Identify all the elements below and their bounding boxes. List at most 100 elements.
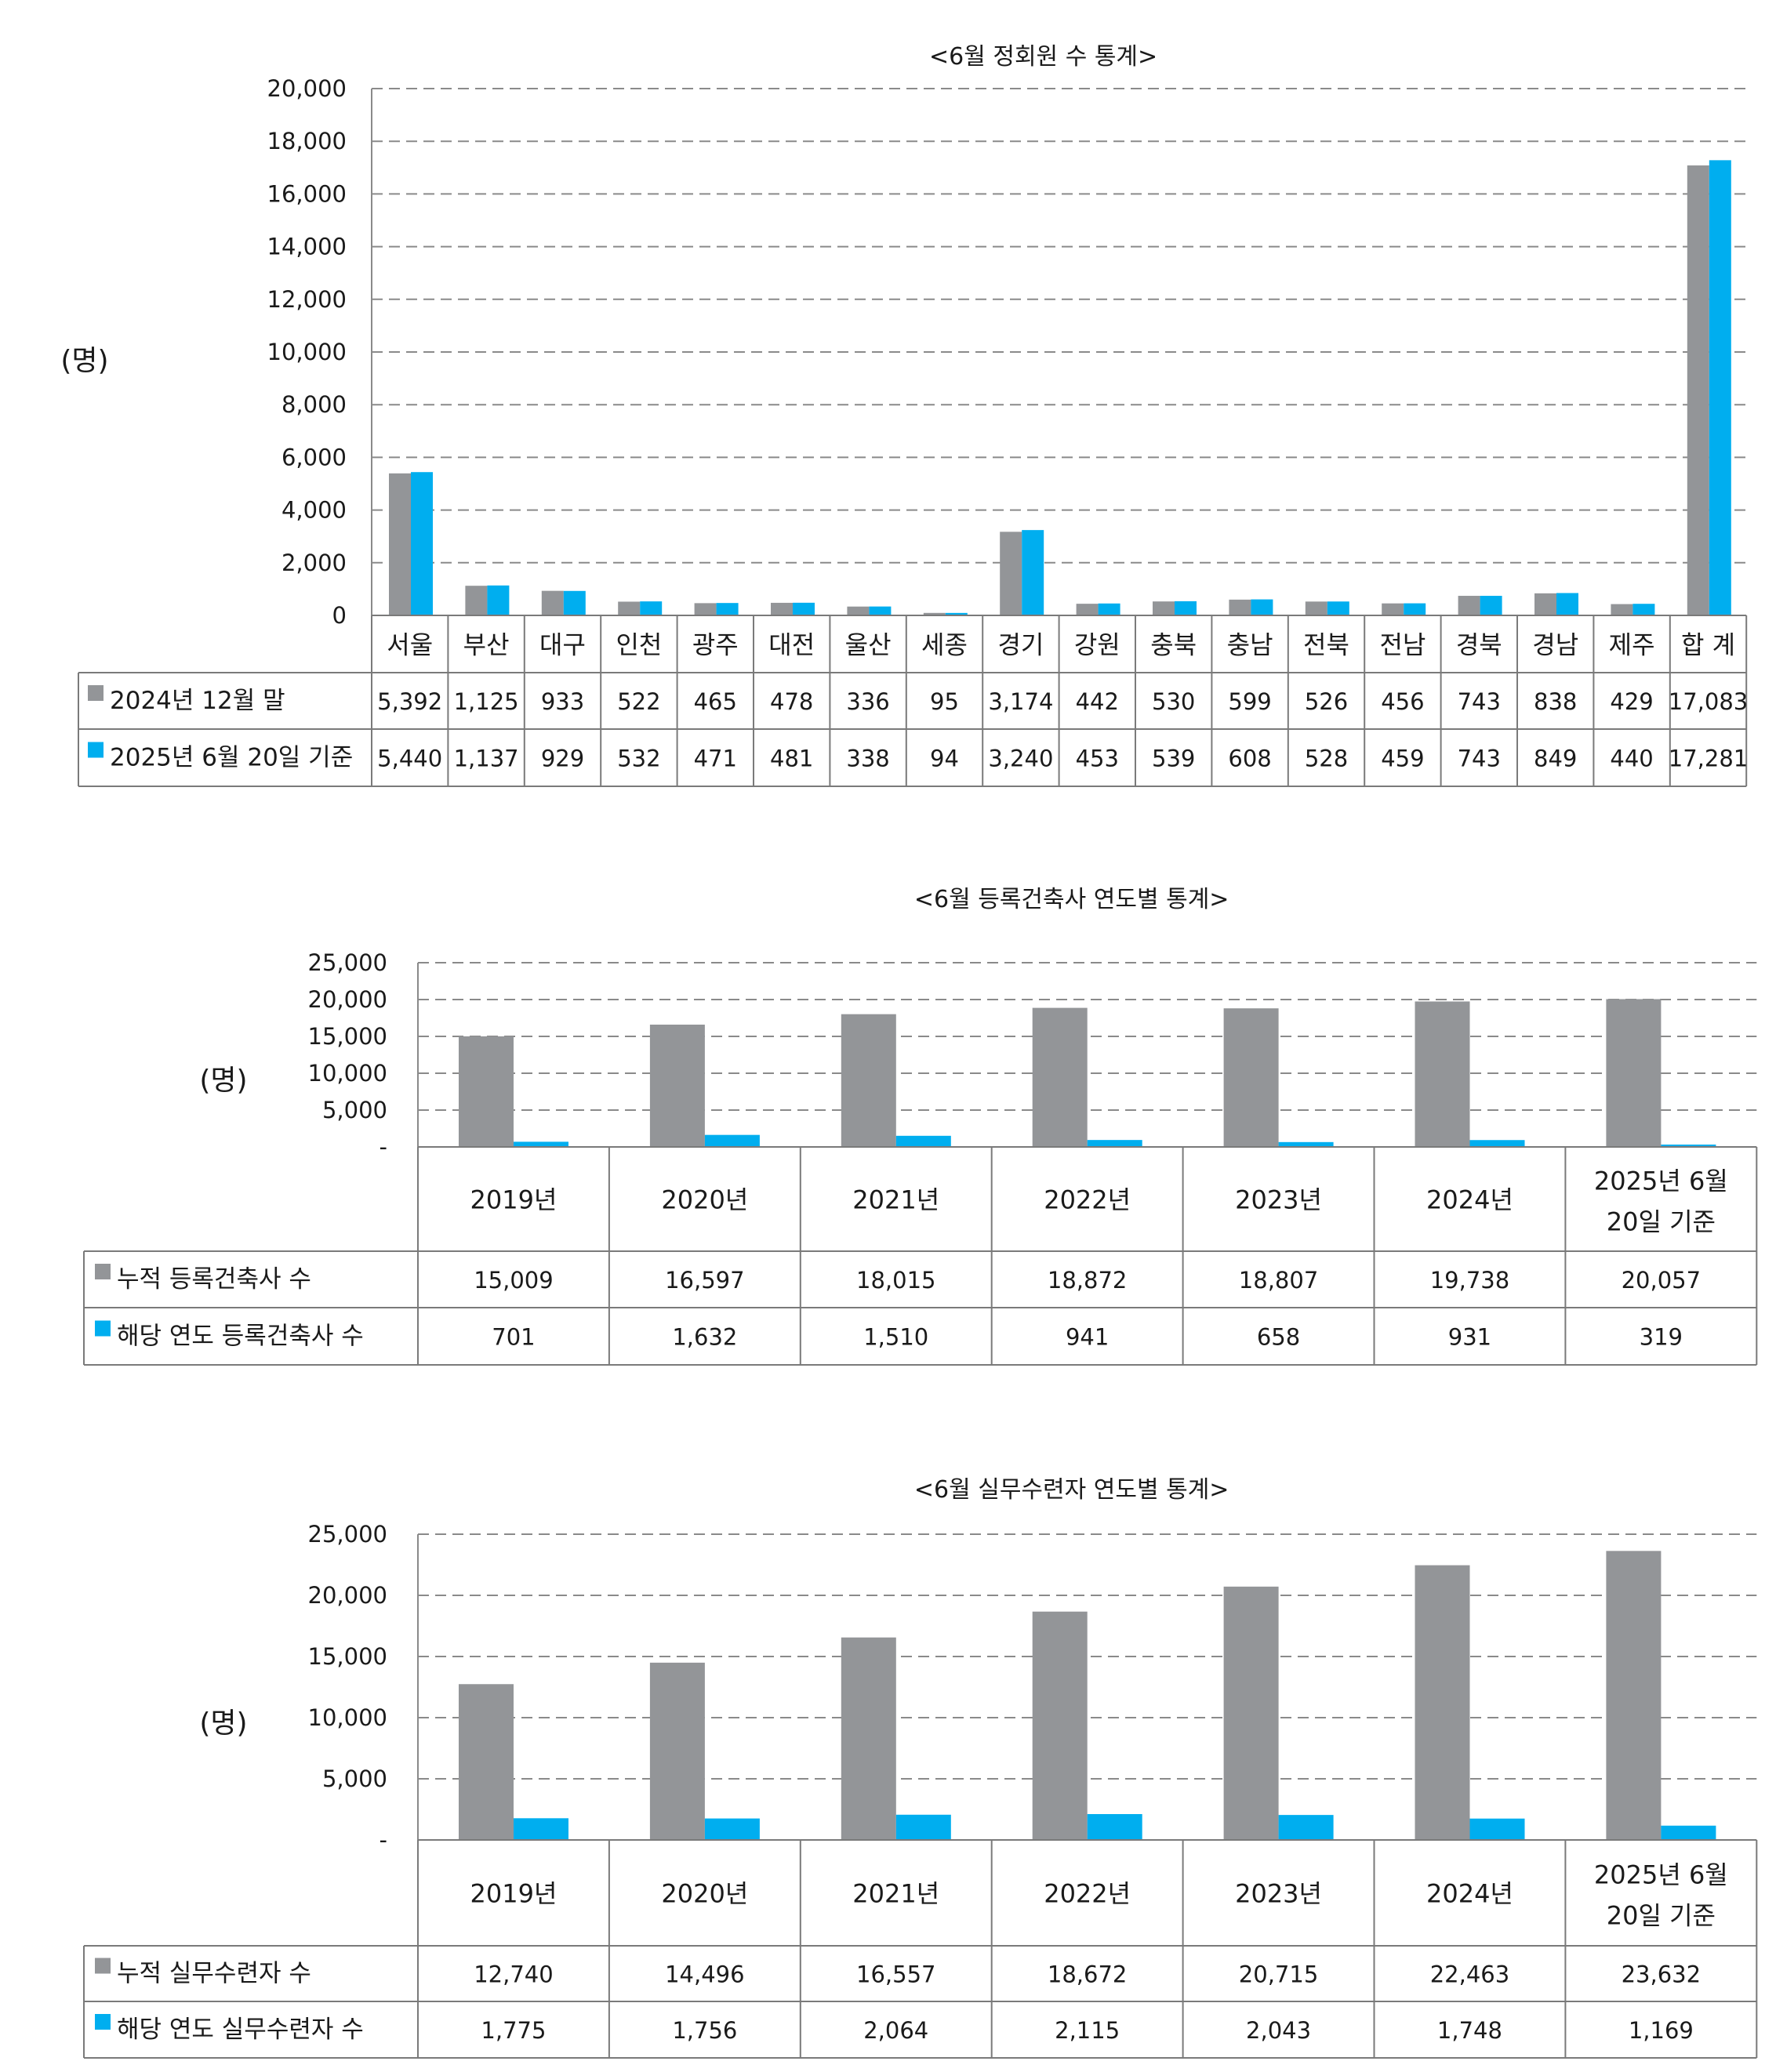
data-value: 1,125 <box>454 688 519 715</box>
legend-swatch <box>88 685 104 701</box>
bar-series2 <box>1087 1814 1142 1840</box>
bar-series1 <box>771 602 793 615</box>
chart-title: <6월 실무수련자 연도별 통계> <box>914 1476 1229 1504</box>
bar-series2 <box>1278 1815 1334 1840</box>
category-label: 제주 <box>1609 630 1655 660</box>
legend-swatch <box>95 1264 111 1279</box>
y-tick-label: 20,000 <box>308 986 387 1013</box>
legend-label: 누적 실무수련자 수 <box>117 1960 311 1988</box>
y-tick-label: 25,000 <box>308 1521 387 1548</box>
category-label: 서울 <box>387 630 433 660</box>
data-value: 2,115 <box>1055 2017 1120 2044</box>
chart-3: <6월 실무수련자 연도별 통계> (명) - 5,000 10,000 15,000 20… <box>83 1476 1758 2059</box>
bar-series2 <box>487 585 510 615</box>
data-value: 838 <box>1534 688 1577 715</box>
data-value: 481 <box>770 746 813 772</box>
category-label: 울산 <box>845 630 892 660</box>
legend-label: 해당 연도 등록건축사 수 <box>117 1323 364 1351</box>
bar-series2 <box>1404 603 1426 615</box>
data-value: 941 <box>1066 1324 1109 1351</box>
y-tick-label: 18,000 <box>267 128 347 154</box>
bar-series2 <box>1633 604 1655 615</box>
data-table: 서울 부산 대구 인천 광주 대전 울산 세종 경기 강원 충북 충남 전북 전남 경북 경남 제주 합 계 202… <box>78 615 1748 787</box>
category-label: 2021년 <box>852 1185 939 1215</box>
bar-series1 <box>649 1024 705 1147</box>
data-value: 1,632 <box>672 1324 737 1351</box>
bar-series2 <box>1022 530 1044 615</box>
bar-series1 <box>923 612 946 615</box>
bar-series2 <box>716 603 739 615</box>
chart-1: <6월 정회원 수 통계> (명) 0 2,000 4,000 6,000 8,000 10,… <box>60 43 1748 787</box>
data-value: 929 <box>541 746 584 772</box>
bar-series2 <box>1661 1145 1716 1147</box>
data-value: 1,510 <box>863 1324 928 1351</box>
chart-2: <6월 등록건축사 연도별 통계> (명) - 5,000 10,000 15,000 20… <box>83 886 1758 1366</box>
bar-series1 <box>1382 603 1404 615</box>
data-value: 471 <box>694 746 737 772</box>
bar-series1 <box>1153 601 1175 615</box>
data-value: 1,137 <box>454 746 519 772</box>
bar-series1 <box>1223 1008 1279 1147</box>
category-label: 2024년 <box>1426 1879 1513 1909</box>
bar-series1 <box>694 603 717 615</box>
legend-label: 2024년 12월 말 <box>110 687 285 715</box>
bar-series2 <box>895 1135 951 1147</box>
data-value: 522 <box>617 688 660 715</box>
category-label: 2019년 <box>470 1185 557 1215</box>
bar-series1 <box>847 606 870 615</box>
bar-series2 <box>1469 1818 1525 1840</box>
category-label: 2019년 <box>470 1879 557 1909</box>
data-value: 5,440 <box>377 746 442 772</box>
bar-series2 <box>895 1814 951 1840</box>
data-value: 2,043 <box>1246 2017 1311 2044</box>
data-value: 743 <box>1458 746 1501 772</box>
bar-series1 <box>1611 604 1633 615</box>
data-value: 94 <box>930 746 959 772</box>
bar-series1 <box>1000 532 1022 615</box>
category-label: 광주 <box>692 630 739 660</box>
data-value: 429 <box>1610 688 1653 715</box>
y-tick-label: 15,000 <box>308 1643 387 1670</box>
data-value: 599 <box>1228 688 1271 715</box>
bar-series2 <box>704 1134 760 1147</box>
bar-series1 <box>1076 604 1099 615</box>
category-label: 전북 <box>1303 630 1349 660</box>
bar-series1 <box>389 473 411 615</box>
data-value: 5,392 <box>377 688 442 715</box>
data-value: 459 <box>1381 746 1424 772</box>
category-label: 전남 <box>1379 630 1426 660</box>
data-value: 478 <box>770 688 813 715</box>
category-label: 2020년 <box>661 1879 748 1909</box>
data-value: 933 <box>541 688 584 715</box>
data-table: 2019년 2020년 2021년 2022년 2023년 2024년 2025년 6월 20… <box>83 1839 1758 2059</box>
bar-series2 <box>1469 1140 1525 1147</box>
data-value: 743 <box>1458 688 1501 715</box>
y-tick-label: 15,000 <box>308 1023 387 1050</box>
y-tick-label: - <box>380 1134 387 1160</box>
bar-series1 <box>1223 1586 1279 1840</box>
bar-series1 <box>1415 1001 1470 1147</box>
bar-series1 <box>459 1684 514 1840</box>
data-value: 95 <box>930 688 959 715</box>
y-tick-label: 12,000 <box>267 286 347 313</box>
bar-series1 <box>1458 596 1480 615</box>
bar-series2 <box>1327 601 1349 615</box>
legend-swatch <box>88 742 104 758</box>
data-value: 442 <box>1076 688 1119 715</box>
legend-label: 누적 등록건축사 수 <box>117 1265 311 1294</box>
bar-series2 <box>1251 599 1273 615</box>
data-value: 12,740 <box>474 1961 553 1988</box>
data-value: 18,807 <box>1239 1267 1318 1294</box>
data-value: 18,672 <box>1048 1961 1127 1988</box>
data-value: 17,281 <box>1669 746 1748 772</box>
data-value: 528 <box>1305 746 1348 772</box>
data-value: 3,240 <box>988 746 1053 772</box>
y-tick-label: 4,000 <box>281 497 347 524</box>
bar-series1 <box>1032 1007 1088 1147</box>
y-tick-label: - <box>380 1827 387 1853</box>
bar-series2 <box>514 1818 568 1840</box>
y-tick-label: 5,000 <box>322 1097 387 1123</box>
bar-series2 <box>411 472 433 615</box>
category-label: 경북 <box>1456 630 1502 660</box>
